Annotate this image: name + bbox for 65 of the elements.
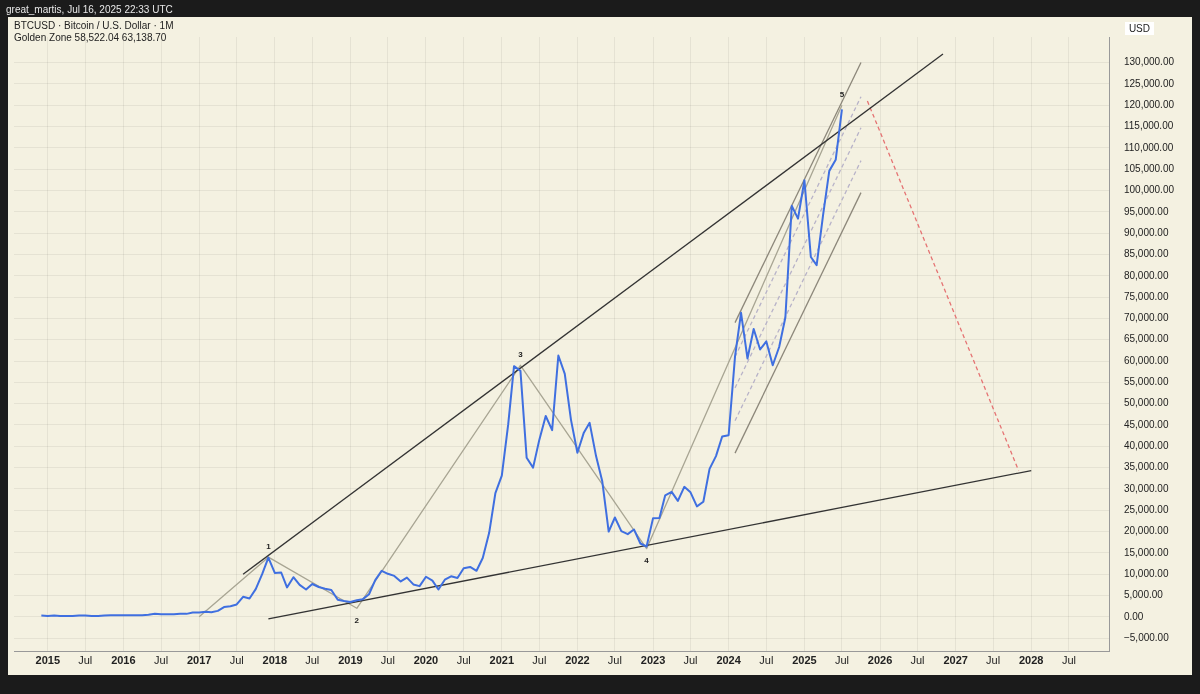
y-tick-label: 50,000.00	[1123, 397, 1169, 409]
annotation: 2	[354, 615, 360, 625]
y-tick-label: 125,000.00	[1123, 77, 1175, 89]
y-tick-label: 100,000.00	[1123, 184, 1175, 196]
x-tick-label: Jul	[910, 654, 925, 667]
annotation: 5	[839, 90, 845, 100]
x-tick-label: Jul	[759, 654, 774, 667]
y-tick-label: 70,000.00	[1123, 312, 1169, 324]
x-tick-label: 2026	[867, 654, 893, 667]
x-tick-label: Jul	[78, 654, 93, 667]
y-tick-label: −5,000.00	[1123, 631, 1170, 643]
y-tick-label: 20,000.00	[1123, 525, 1169, 537]
x-tick-label: 2024	[716, 654, 742, 667]
x-tick-label: 2023	[640, 654, 666, 667]
y-tick-label: 115,000.00	[1123, 120, 1174, 132]
x-tick-label: 2027	[943, 654, 968, 667]
y-tick-label: 5,000.00	[1123, 589, 1164, 601]
y-tick-label: 55,000.00	[1123, 376, 1169, 388]
y-axis-title: USD	[1124, 22, 1154, 35]
y-tick-label: 30,000.00	[1123, 482, 1169, 494]
x-tick-label: Jul	[154, 654, 169, 667]
x-tick-label: 2017	[186, 654, 212, 667]
x-tick-label: Jul	[532, 654, 547, 667]
x-tick-label: 2022	[565, 654, 590, 667]
x-tick-label: 2018	[262, 654, 288, 667]
x-tick-label: 2028	[1019, 654, 1044, 667]
annotation: 1	[266, 542, 272, 552]
y-tick-label: 65,000.00	[1123, 333, 1169, 345]
x-tick-label: 2025	[792, 654, 817, 667]
y-tick-label: 45,000.00	[1123, 418, 1169, 430]
y-tick-label: 95,000.00	[1123, 205, 1169, 217]
x-tick-label: Jul	[986, 654, 1001, 667]
annotation: 3	[518, 350, 524, 360]
x-tick-label: 2020	[413, 654, 439, 667]
y-tick-label: 80,000.00	[1123, 269, 1169, 281]
annotation: 4	[644, 555, 650, 565]
y-tick-label: 75,000.00	[1123, 290, 1169, 302]
y-tick-label: 10,000.00	[1123, 567, 1169, 579]
y-tick-label: 0.00	[1123, 610, 1144, 622]
x-tick-label: Jul	[1061, 654, 1076, 667]
y-tick-label: 85,000.00	[1123, 248, 1169, 260]
x-tick-label: Jul	[229, 654, 244, 667]
x-tick-label: Jul	[456, 654, 471, 667]
x-tick-label: Jul	[305, 654, 320, 667]
x-tick-label: 2019	[338, 654, 363, 667]
x-tick-label: 2015	[35, 654, 61, 667]
y-tick-label: 105,000.00	[1123, 162, 1175, 174]
y-tick-label: 90,000.00	[1123, 226, 1169, 238]
x-tick-label: Jul	[607, 654, 622, 667]
y-tick-label: 35,000.00	[1123, 461, 1169, 473]
y-tick-label: 40,000.00	[1123, 440, 1169, 452]
x-tick-label: Jul	[380, 654, 395, 667]
y-tick-label: 130,000.00	[1123, 56, 1175, 68]
x-tick-label: Jul	[683, 654, 698, 667]
y-tick-label: 60,000.00	[1123, 354, 1169, 366]
chart-title: BTCUSD · Bitcoin / U.S. Dollar · 1M	[14, 20, 174, 31]
y-tick-label: 15,000.00	[1123, 546, 1169, 558]
y-tick-label: 120,000.00	[1123, 98, 1175, 110]
x-tick-label: Jul	[834, 654, 849, 667]
chart-subtitle: Golden Zone 58,522.04 63,138.70	[14, 32, 167, 43]
x-tick-label: 2021	[489, 654, 515, 667]
x-tick-label: 2016	[111, 654, 136, 667]
y-tick-label: 25,000.00	[1123, 504, 1169, 515]
text: great_martis, Jul 16, 2025 22:33 UTC	[6, 4, 173, 15]
y-tick-label: 110,000.00	[1123, 141, 1174, 153]
